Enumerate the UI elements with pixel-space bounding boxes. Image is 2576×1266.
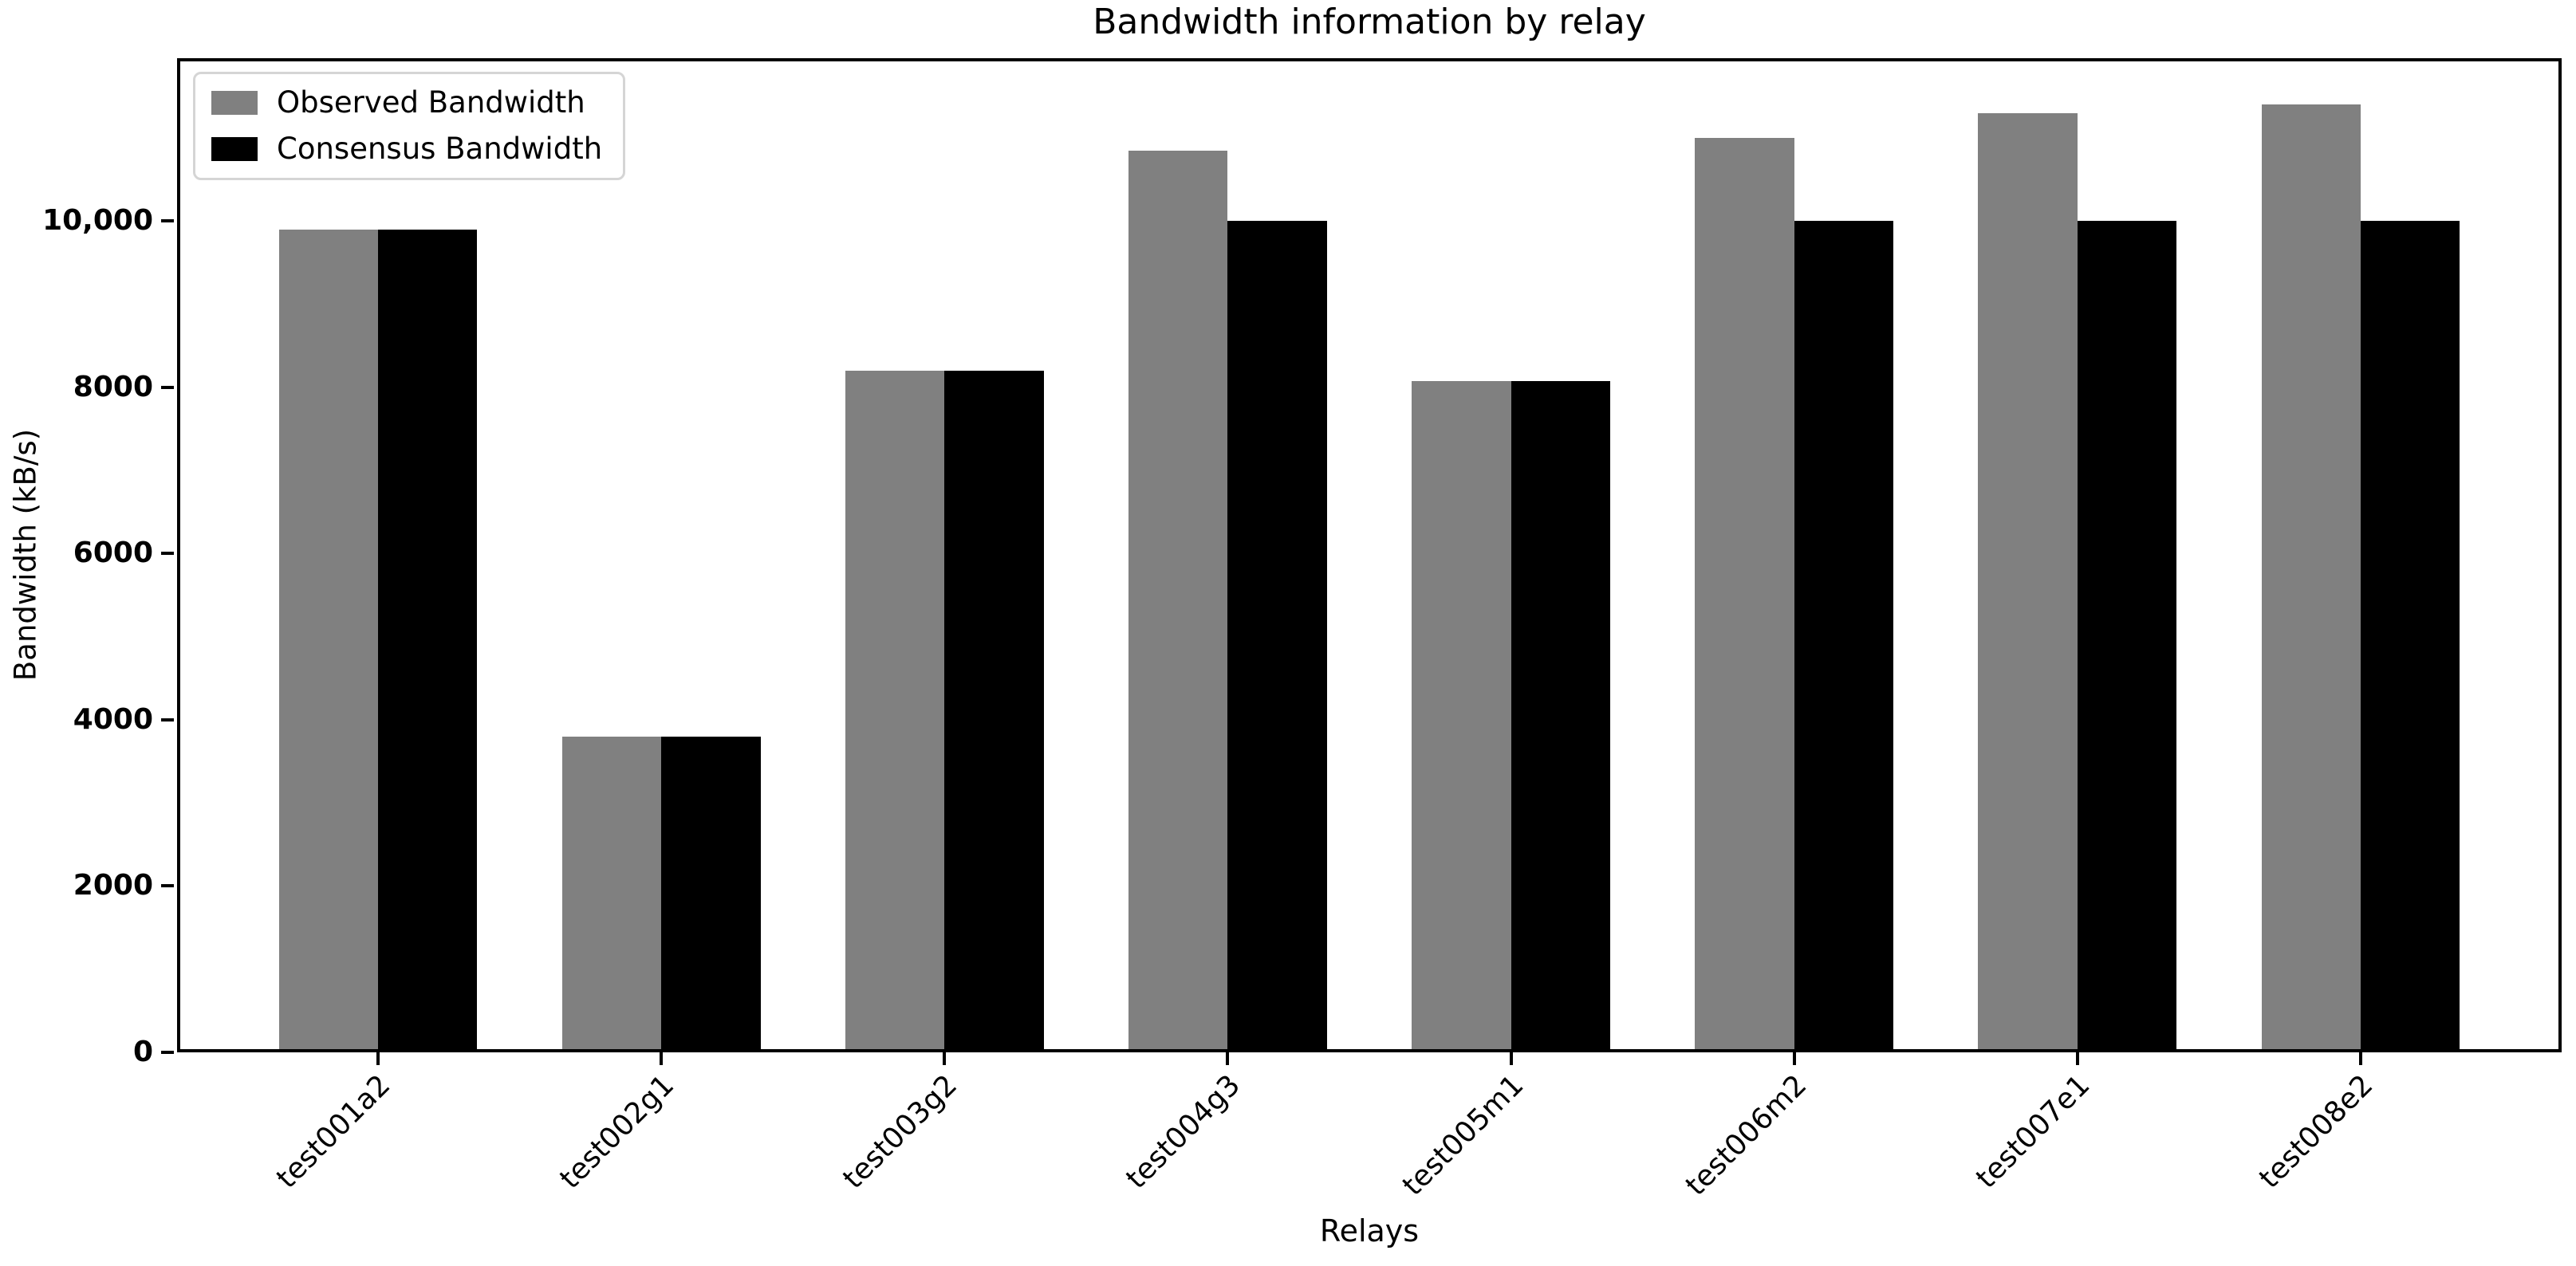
x-tick-label: test006m2 bbox=[1679, 1068, 1814, 1203]
x-tick-mark bbox=[2075, 1052, 2079, 1065]
bar-observed-test008e2 bbox=[2261, 104, 2361, 1052]
legend-label: Observed Bandwidth bbox=[277, 85, 585, 120]
legend-row: Observed Bandwidth bbox=[211, 87, 602, 119]
bar-consensus-test002g1 bbox=[661, 736, 761, 1052]
bar-consensus-test004g3 bbox=[1227, 221, 1327, 1052]
bar-consensus-test008e2 bbox=[2360, 221, 2460, 1052]
x-tick-mark bbox=[1509, 1052, 1513, 1065]
y-tick-mark bbox=[161, 884, 174, 888]
legend-swatch-icon bbox=[211, 137, 258, 161]
bar-observed-test006m2 bbox=[1695, 138, 1794, 1052]
x-tick-mark bbox=[376, 1052, 380, 1065]
x-tick-label: test001a2 bbox=[270, 1068, 397, 1195]
x-tick-label: test008e2 bbox=[2253, 1068, 2380, 1195]
y-tick-label: 4000 bbox=[73, 702, 153, 736]
y-tick-mark bbox=[161, 1051, 174, 1054]
bar-observed-test005m1 bbox=[1412, 380, 1511, 1052]
bar-observed-test003g2 bbox=[845, 371, 945, 1052]
bar-consensus-test007e1 bbox=[2077, 221, 2177, 1052]
bar-observed-test004g3 bbox=[1128, 150, 1228, 1052]
chart-title: Bandwidth information by relay bbox=[1093, 2, 1646, 42]
y-tick-mark bbox=[161, 219, 174, 223]
y-tick-label: 10,000 bbox=[42, 204, 153, 238]
bar-observed-test001a2 bbox=[278, 229, 379, 1052]
y-axis-title: Bandwidth (kB/s) bbox=[8, 428, 43, 682]
x-tick-label: test005m1 bbox=[1396, 1068, 1530, 1203]
bar-consensus-test006m2 bbox=[1794, 221, 1893, 1052]
x-tick-mark bbox=[1792, 1052, 1796, 1065]
y-tick-label: 2000 bbox=[73, 869, 153, 902]
bar-observed-test002g1 bbox=[561, 736, 662, 1052]
x-tick-mark bbox=[1226, 1052, 1230, 1065]
legend-row: Consensus Bandwidth bbox=[211, 133, 602, 165]
x-tick-label: test003g2 bbox=[837, 1068, 963, 1196]
plot-area bbox=[177, 58, 2562, 1052]
x-tick-label: test004g3 bbox=[1120, 1068, 1247, 1196]
x-axis-title: Relays bbox=[1319, 1213, 1420, 1248]
bar-consensus-test005m1 bbox=[1511, 380, 1610, 1052]
x-tick-mark bbox=[660, 1052, 664, 1065]
legend-swatch-icon bbox=[211, 91, 258, 115]
y-tick-label: 6000 bbox=[73, 537, 153, 570]
y-tick-mark bbox=[161, 552, 174, 556]
y-tick-mark bbox=[161, 385, 174, 389]
y-tick-label: 8000 bbox=[73, 370, 153, 403]
legend: Observed Bandwidth Consensus Bandwidth bbox=[193, 72, 626, 180]
x-tick-label: test007e1 bbox=[1970, 1068, 2097, 1195]
x-tick-label: test002g1 bbox=[553, 1068, 680, 1196]
bar-consensus-test001a2 bbox=[378, 229, 478, 1052]
x-tick-mark bbox=[2358, 1052, 2362, 1065]
legend-label: Consensus Bandwidth bbox=[277, 132, 603, 166]
bar-consensus-test003g2 bbox=[944, 371, 1044, 1052]
x-tick-mark bbox=[943, 1052, 947, 1065]
y-tick-mark bbox=[161, 718, 174, 721]
y-tick-label: 0 bbox=[132, 1036, 153, 1068]
bar-observed-test007e1 bbox=[1978, 112, 2078, 1052]
